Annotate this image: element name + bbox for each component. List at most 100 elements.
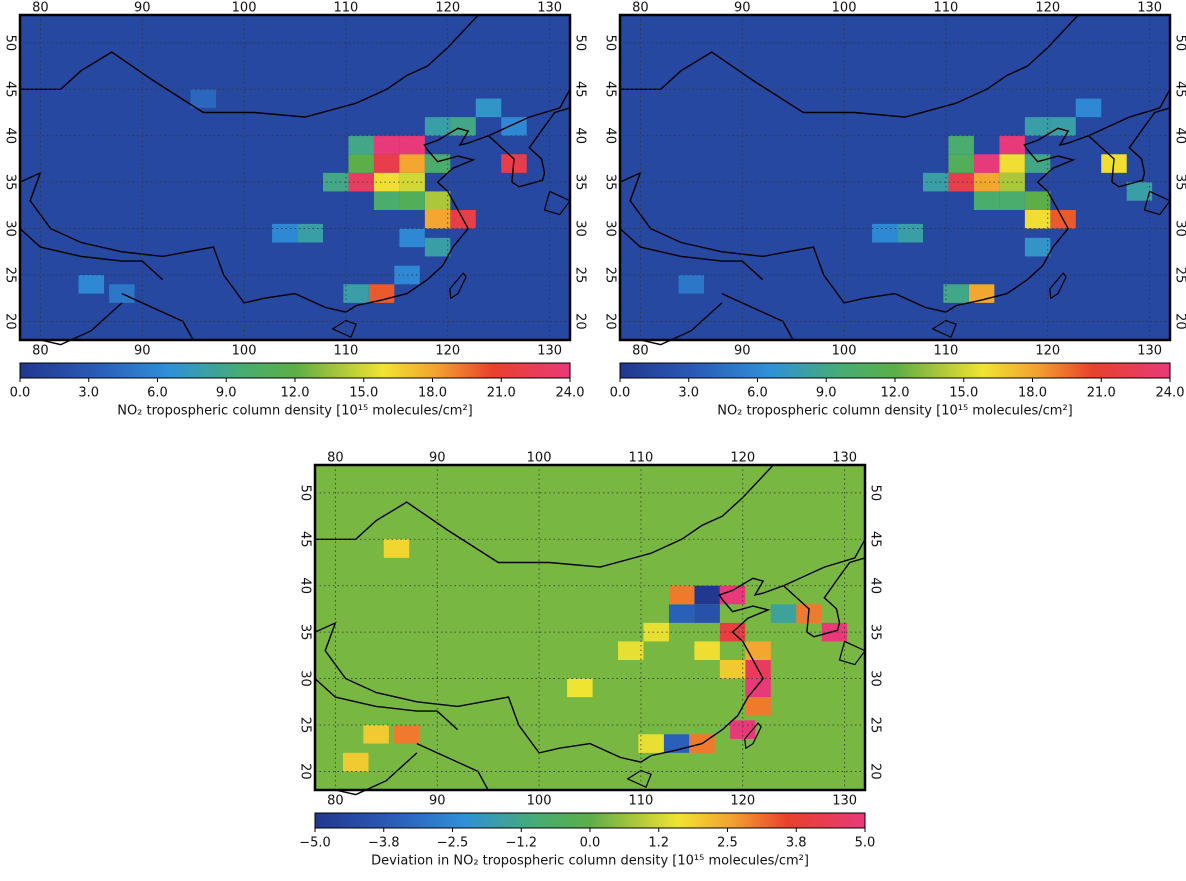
lon-label-bottom: 90 <box>429 794 446 809</box>
grid-cell <box>745 641 770 660</box>
colorbar-title: Deviation in NO₂ tropospheric column den… <box>371 854 809 869</box>
lon-label-bottom: 100 <box>527 794 552 809</box>
grid-cell <box>1076 99 1101 118</box>
lat-label-left: 35 <box>298 624 313 641</box>
grid-cell <box>476 99 501 118</box>
colorbar <box>20 363 570 378</box>
lat-label-left: 25 <box>3 267 18 284</box>
grid-cell <box>745 679 770 698</box>
lon-label-top: 110 <box>334 1 359 16</box>
lat-label-right: 25 <box>868 717 883 734</box>
lon-label-top: 80 <box>327 451 344 466</box>
lat-label-left: 20 <box>298 763 313 780</box>
lat-label-right: 20 <box>1173 313 1186 330</box>
colorbar-title: NO₂ tropospheric column density [10¹⁵ mo… <box>117 404 473 419</box>
grid-cell <box>425 210 450 229</box>
lon-label-bottom: 90 <box>734 344 751 359</box>
colorbar-tick-label: 18.0 <box>418 386 447 401</box>
lon-label-bottom: 80 <box>632 344 649 359</box>
lat-label-right: 20 <box>868 763 883 780</box>
lat-label-right: 50 <box>868 485 883 502</box>
lon-label-bottom: 120 <box>435 344 460 359</box>
lon-label-top: 120 <box>435 1 460 16</box>
lon-label-bottom: 120 <box>730 794 755 809</box>
lat-label-left: 30 <box>298 670 313 687</box>
grid-cell <box>771 604 796 623</box>
grid-cell <box>384 539 409 558</box>
lat-label-right: 50 <box>1173 35 1186 52</box>
colorbar-tick-label: 3.8 <box>786 836 807 851</box>
grid-cell <box>79 275 104 294</box>
lat-label-left: 45 <box>3 81 18 98</box>
colorbar-tick-label: −2.5 <box>437 836 469 851</box>
grid-cell <box>618 641 643 660</box>
lon-label-bottom: 110 <box>334 344 359 359</box>
lat-label-left: 40 <box>298 577 313 594</box>
lon-label-top: 90 <box>134 1 151 16</box>
lat-label-right: 40 <box>573 127 588 144</box>
colorbar-tick-label: −5.0 <box>299 836 331 851</box>
colorbar-tick-label: −1.2 <box>505 836 537 851</box>
colorbar-tick-label: 0.0 <box>580 836 601 851</box>
lat-label-left: 35 <box>603 174 618 191</box>
grid-cell <box>745 697 770 716</box>
lat-label-left: 25 <box>298 717 313 734</box>
lon-label-top: 130 <box>832 451 857 466</box>
colorbar-tick-label: 9.0 <box>816 386 837 401</box>
lon-label-top: 130 <box>1137 1 1162 16</box>
lat-label-left: 20 <box>603 313 618 330</box>
lon-label-bottom: 130 <box>1137 344 1162 359</box>
lon-label-top: 100 <box>527 451 552 466</box>
colorbar <box>315 813 865 828</box>
grid-cell <box>109 284 134 303</box>
colorbar-tick-label: 18.0 <box>1018 386 1047 401</box>
grid-cell <box>948 136 973 155</box>
colorbar-tick-label: 1.2 <box>648 836 669 851</box>
lat-label-right: 45 <box>868 531 883 548</box>
grid-cell <box>999 154 1024 173</box>
grid-cell <box>694 641 719 660</box>
lat-label-right: 30 <box>868 670 883 687</box>
grid-cell <box>374 136 399 155</box>
grid-cell <box>567 679 592 698</box>
grid-cell <box>720 660 745 679</box>
lat-label-right: 50 <box>573 35 588 52</box>
colorbar-tick-label: 2.5 <box>717 836 738 851</box>
colorbar-title: NO₂ tropospheric column density [10¹⁵ mo… <box>717 404 1073 419</box>
lat-label-left: 30 <box>603 220 618 237</box>
lon-label-bottom: 80 <box>32 344 49 359</box>
lon-label-bottom: 130 <box>537 344 562 359</box>
grid-cell <box>425 191 450 210</box>
lon-label-bottom: 110 <box>629 794 654 809</box>
grid-cell <box>999 191 1024 210</box>
grid-cell <box>669 586 694 605</box>
grid-cell <box>1025 238 1050 257</box>
grid-cell <box>374 154 399 173</box>
grid-cell <box>872 224 897 243</box>
lat-label-left: 40 <box>603 127 618 144</box>
grid-cell <box>399 136 424 155</box>
lat-label-right: 25 <box>1173 267 1186 284</box>
lon-label-bottom: 120 <box>1035 344 1060 359</box>
colorbar-tick-label: 12.0 <box>881 386 910 401</box>
grid-cell <box>948 173 973 192</box>
colorbar-tick-label: 5.0 <box>855 836 876 851</box>
lat-label-right: 35 <box>868 624 883 641</box>
grid-cell <box>399 229 424 248</box>
grid-cell <box>374 173 399 192</box>
colorbar-tick-label: 6.0 <box>747 386 768 401</box>
grid-cell <box>272 224 297 243</box>
grid-cell <box>1025 154 1050 173</box>
colorbar-tick-label: 15.0 <box>949 386 978 401</box>
lat-label-right: 20 <box>573 313 588 330</box>
colorbar-tick-label: 6.0 <box>147 386 168 401</box>
colorbar-tick-label: −3.8 <box>368 836 400 851</box>
grid-cell <box>399 191 424 210</box>
lat-label-left: 50 <box>603 35 618 52</box>
lon-label-top: 120 <box>730 451 755 466</box>
lon-label-bottom: 100 <box>232 344 257 359</box>
colorbar-tick-label: 21.0 <box>1087 386 1116 401</box>
lon-label-top: 110 <box>934 1 959 16</box>
